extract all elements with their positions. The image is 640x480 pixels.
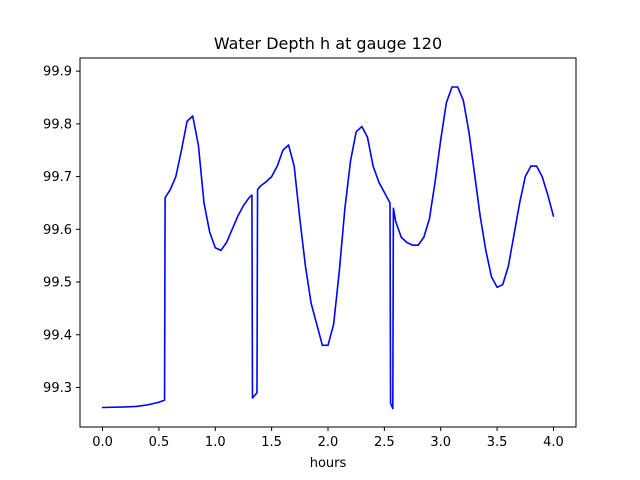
- x-tick-label: 4.0: [543, 435, 564, 450]
- y-tick-label: 99.5: [43, 276, 72, 291]
- plot-area-frame: [79, 57, 577, 428]
- y-tick-label: 99.7: [43, 170, 72, 185]
- y-tick-label: 99.8: [43, 117, 72, 132]
- y-axis-ticks: 99.3 99.4 99.5 99.6 99.7 99.8 99.9: [43, 65, 80, 396]
- y-tick-label: 99.9: [43, 65, 72, 80]
- x-tick-label: 3.5: [487, 435, 508, 450]
- y-tick-label: 99.4: [43, 328, 72, 343]
- x-tick-label: 3.0: [430, 435, 451, 450]
- x-tick-label: 2.0: [318, 435, 339, 450]
- chart-title: Water Depth h at gauge 120: [214, 34, 442, 53]
- x-tick-label: 0.5: [149, 435, 170, 450]
- y-tick-label: 99.3: [43, 381, 72, 396]
- y-tick-label: 99.6: [43, 223, 72, 238]
- series-layer: [101, 86, 555, 410]
- x-tick-label: 0.0: [92, 435, 113, 450]
- series-line: [101, 86, 555, 410]
- x-tick-label: 1.5: [261, 435, 282, 450]
- x-tick-label: 2.5: [374, 435, 395, 450]
- x-axis-ticks: 0.0 0.5 1.0 1.5 2.0 2.5 3.0 3.5 4.0: [92, 427, 564, 450]
- x-tick-label: 1.0: [205, 435, 226, 450]
- x-axis-label: hours: [310, 456, 347, 471]
